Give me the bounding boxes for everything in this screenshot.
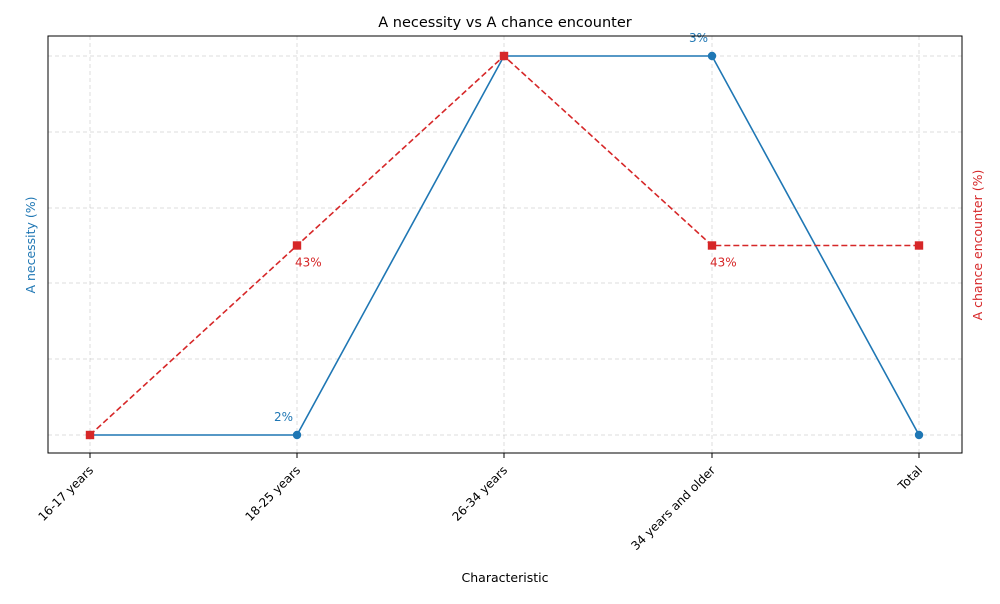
data-point-circle [914,430,924,440]
data-point-square [85,430,95,440]
data-label: 2% [274,410,293,424]
y-axis-title-left: A necessity (%) [23,196,38,293]
data-label: 43% [295,256,322,270]
data-point-square [499,51,509,61]
data-point-square [914,241,924,250]
series-layer [85,51,924,440]
plot-frame [47,35,963,454]
y-axis-title-right: A chance encounter (%) [970,170,985,321]
data-point-circle [292,430,302,440]
data-label: 3% [689,31,708,45]
x-axis-title: Characteristic [462,570,549,585]
data-label: 43% [710,256,737,270]
chart-title: A necessity vs A chance encounter [378,15,631,31]
data-labels: 2% 3% 43% 43% [274,31,737,424]
data-point-square [292,241,302,250]
data-point-circle [707,51,717,61]
data-point-square [707,241,717,250]
